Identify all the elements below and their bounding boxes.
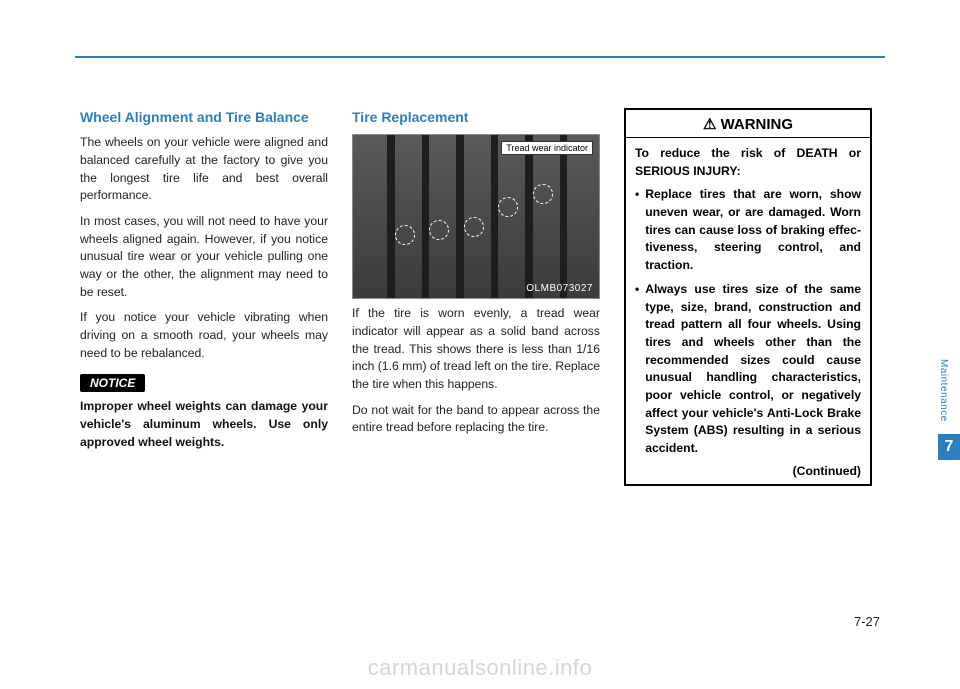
paragraph: Do not wait for the band to appear acros… [352,402,600,437]
content-columns: Wheel Alignment and Tire Balance The whe… [80,108,872,486]
bullet-icon: • [635,186,639,274]
warning-bullet: • Replace tires that are worn, show unev… [635,186,861,274]
top-rule [75,56,885,58]
tread-indicator-circle [395,225,415,245]
tread-indicator-circle [464,217,484,237]
warning-box: ⚠ WARNING To reduce the risk of DEATH or… [624,108,872,486]
warning-body: To reduce the risk of DEATH or SERIOUS I… [626,138,870,484]
paragraph: The wheels on your vehicle were aligned … [80,134,328,205]
page-number: 7-27 [854,614,880,629]
notice-label: NOTICE [80,374,145,392]
paragraph: In most cases, you will not need to have… [80,213,328,301]
tread-indicator-circle [498,197,518,217]
tread-wear-label: Tread wear indicator [501,141,593,155]
tread-indicator-circle [533,184,553,204]
paragraph: If you notice your vehicle vibrating whe… [80,309,328,362]
bullet-text: Always use tires size of the same type, … [645,281,861,458]
column-3: ⚠ WARNING To reduce the risk of DEATH or… [624,108,872,486]
tire-groove [491,135,498,298]
warning-lead: To reduce the risk of DEATH or SERIOUS I… [635,145,861,180]
watermark: carmanualsonline.info [0,655,960,681]
figure-code: OLMB073027 [526,283,593,294]
warning-icon: ⚠ [703,116,716,133]
section-title-alignment: Wheel Alignment and Tire Balance [80,108,328,126]
column-2: Tire Replacement Tread wear indicator OL… [352,108,600,486]
tire-grooves [353,135,599,298]
tire-groove [456,135,463,298]
column-1: Wheel Alignment and Tire Balance The whe… [80,108,328,486]
warning-title-text: WARNING [721,116,794,133]
bullet-text: Replace tires that are worn, show uneven… [645,186,861,274]
tire-figure: Tread wear indicator OLMB073027 [352,134,600,299]
paragraph: If the tire is worn evenly, a tread wear… [352,305,600,393]
bullet-icon: • [635,281,639,458]
tire-groove [560,135,567,298]
section-title-replacement: Tire Replacement [352,108,600,126]
notice-text: Improper wheel weights can dam­age your … [80,398,328,451]
tire-groove [422,135,429,298]
side-tab: Maintenance 7 [938,350,960,460]
warning-title: ⚠ WARNING [626,110,870,138]
side-tab-chapter: 7 [938,434,960,460]
tire-groove [387,135,394,298]
side-tab-label: Maintenance [938,350,949,430]
warning-bullet: • Always use tires size of the same type… [635,281,861,458]
tire-groove [525,135,532,298]
manual-page: Wheel Alignment and Tire Balance The whe… [0,0,960,689]
continued-label: (Continued) [635,464,861,478]
tread-indicator-circle [429,220,449,240]
